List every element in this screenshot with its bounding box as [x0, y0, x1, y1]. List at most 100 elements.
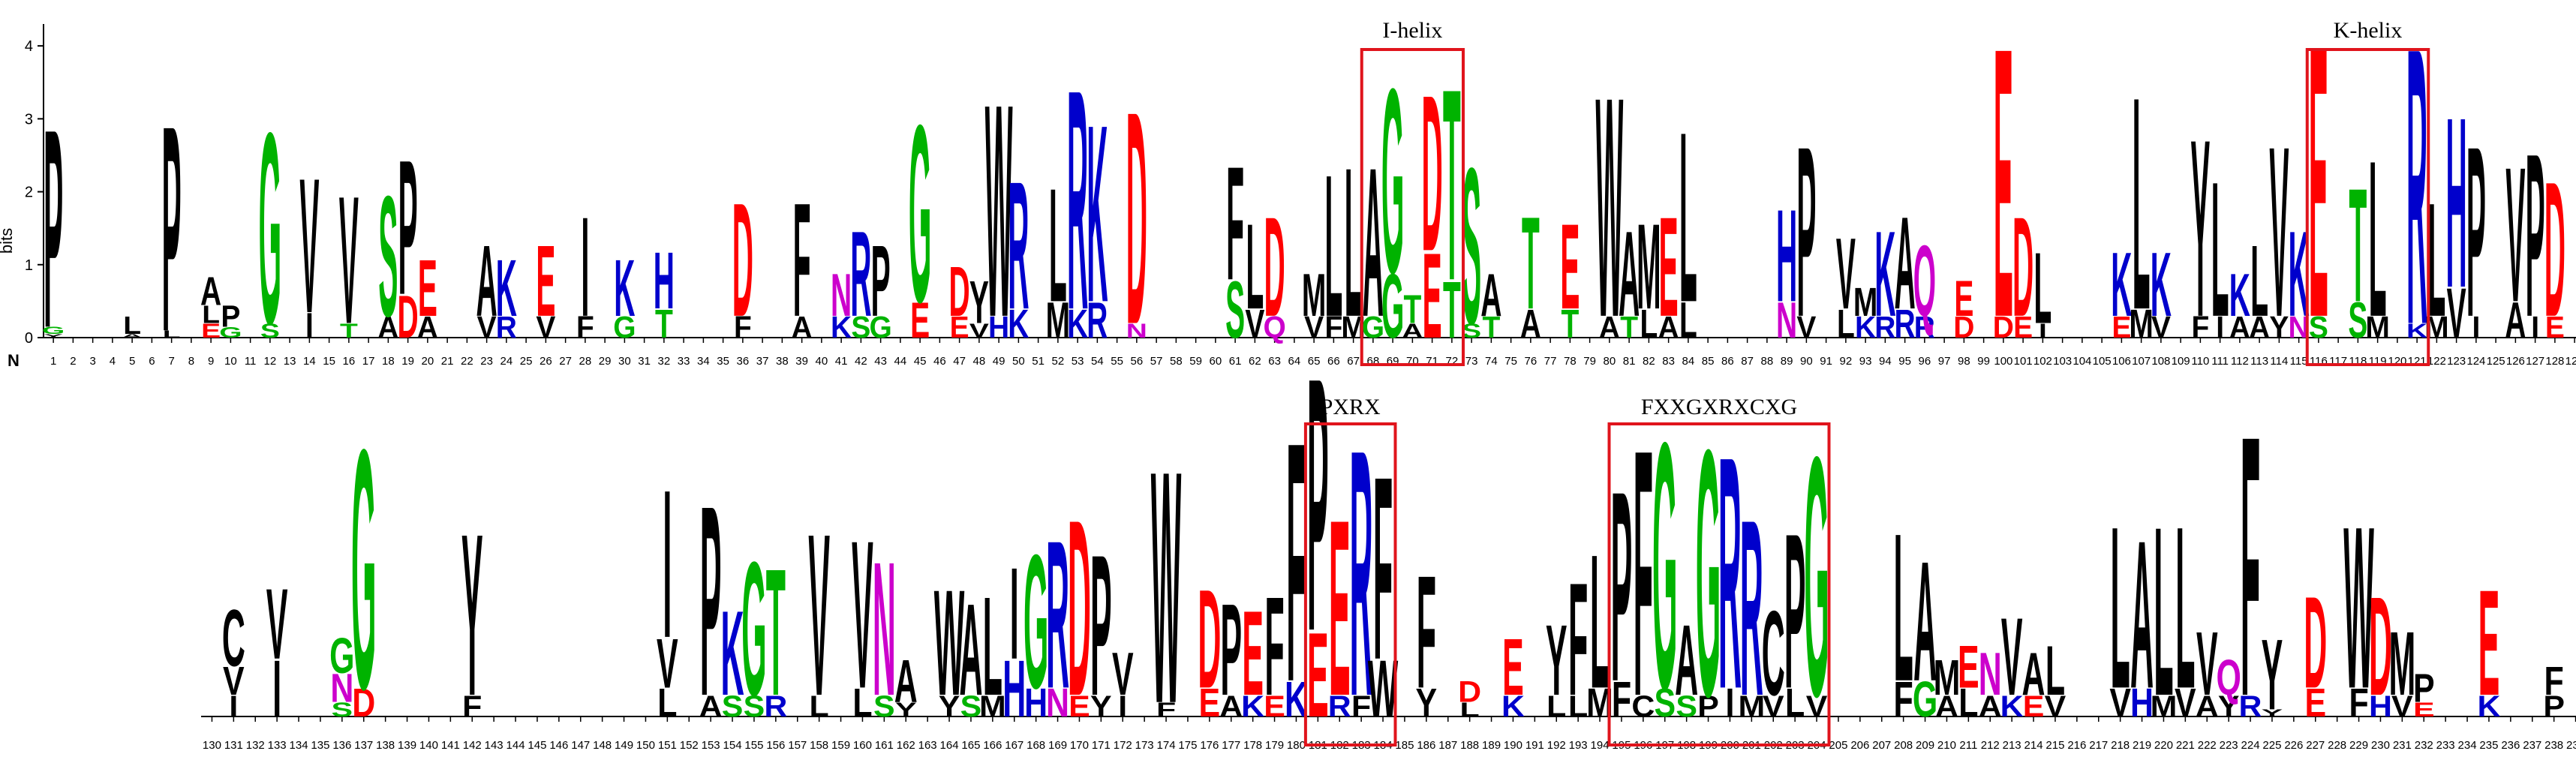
- x-tick-label: 232: [2415, 739, 2433, 752]
- logo-letter-I: I: [2531, 311, 2539, 344]
- x-tick-label: 142: [463, 739, 482, 752]
- x-tick-label: 147: [571, 739, 590, 752]
- x-tick-label: 188: [1460, 739, 1479, 752]
- motif-box: [1607, 422, 1831, 746]
- motif-box: [2305, 48, 2430, 366]
- x-tick-label: 106: [2112, 355, 2131, 368]
- x-tick-label: 78: [1564, 355, 1577, 368]
- logo-letter-Q: Q: [1913, 225, 1936, 338]
- logo-letter-F: F: [2349, 681, 2368, 726]
- x-tick-label: 66: [1327, 355, 1340, 368]
- logo-letter-D: D: [1198, 560, 1221, 718]
- logo-letter-V: V: [299, 138, 319, 353]
- logo-letter-K: K: [1241, 689, 1264, 722]
- logo-letter-E: E: [2023, 689, 2045, 722]
- logo-letter-Y: Y: [2269, 311, 2289, 344]
- x-tick-label: 231: [2393, 739, 2412, 752]
- logo-letter-P: P: [1220, 576, 1242, 722]
- logo-letter-S: S: [1462, 121, 1481, 370]
- x-tick-label: 13: [284, 355, 296, 368]
- logo-letter-L: L: [2045, 632, 2065, 710]
- logo-letter-L: L: [2175, 479, 2195, 737]
- x-tick-label: 49: [993, 355, 1005, 368]
- x-tick-label: 207: [1872, 739, 1891, 752]
- logo-letter-R: R: [850, 206, 871, 341]
- logo-letter-M: M: [1302, 261, 1326, 329]
- logo-letter-N: N: [831, 261, 852, 329]
- logo-letter-R: R: [1350, 376, 1373, 760]
- x-tick-label: 58: [1170, 355, 1183, 368]
- x-tick-label: 165: [961, 739, 980, 752]
- logo-letter-E: E: [950, 311, 969, 344]
- x-tick-label: 26: [540, 355, 552, 368]
- logo-letter-M: M: [1738, 689, 1765, 722]
- x-tick-label: 27: [559, 355, 572, 368]
- logo-letter-R: R: [2406, 0, 2427, 407]
- motif-box: [1360, 48, 1465, 366]
- x-tick-label: 228: [2328, 739, 2346, 752]
- logo-letter-D: D: [1264, 187, 1285, 346]
- logo-letter-Y: Y: [2218, 689, 2240, 722]
- logo-letter-D: D: [732, 169, 753, 350]
- logo-letter-L: L: [1246, 198, 1264, 334]
- x-tick-label: 214: [2024, 739, 2043, 752]
- logo-letter-G: G: [1381, 256, 1404, 358]
- x-tick-label: 163: [918, 739, 937, 752]
- logo-letter-K: K: [1008, 301, 1029, 347]
- x-tick-label: 65: [1308, 355, 1321, 368]
- logo-letter-L: L: [2111, 479, 2130, 737]
- logo-letter-K: K: [1501, 689, 1525, 722]
- x-tick-label: 3: [89, 355, 95, 368]
- logo-letter-M: M: [1637, 198, 1661, 334]
- logo-letter-D: D: [2012, 187, 2033, 346]
- motif-boxes: I-helix K-helix: [1360, 18, 2430, 366]
- x-tick-label: 151: [658, 739, 677, 752]
- logo-letter-E: E: [201, 320, 221, 343]
- logo-letter-W: W: [985, 41, 1013, 380]
- logo-letter-V: V: [657, 625, 678, 703]
- x-tick-label: 37: [756, 355, 769, 368]
- x-tick-label: 162: [897, 739, 915, 752]
- x-tick-label: 9: [208, 355, 214, 368]
- x-tick-label: 43: [874, 355, 887, 368]
- x-tick-label: 101: [2014, 355, 2033, 368]
- logo-letter-K: K: [2229, 261, 2250, 329]
- x-tick-label: 98: [1958, 355, 1970, 368]
- logo-letter-G: G: [42, 326, 65, 337]
- logo-letter-V: V: [2196, 614, 2218, 715]
- logo-letter-T: T: [1443, 266, 1461, 356]
- x-tick-label: 225: [2262, 739, 2281, 752]
- x-tick-label: 124: [2466, 355, 2485, 368]
- x-tick-label: 180: [1287, 739, 1306, 752]
- x-tick-label: 96: [1919, 355, 1931, 368]
- logo-letter-Y: Y: [2262, 707, 2283, 719]
- x-tick-label: 63: [1268, 355, 1281, 368]
- x-tick-label: 176: [1200, 739, 1219, 752]
- logo-letter-L: L: [123, 311, 141, 340]
- x-tick-label: 226: [2284, 739, 2303, 752]
- x-tick-label: 187: [1438, 739, 1457, 752]
- y-tick-label: 0: [25, 330, 33, 347]
- x-tick-label: 238: [2544, 739, 2563, 752]
- logo-letter-L: L: [1894, 489, 1913, 725]
- x-tick-label: 39: [795, 355, 808, 368]
- logo-letter-D: D: [352, 681, 375, 726]
- x-tick-label: 32: [658, 355, 671, 368]
- logo-letter-W: W: [1151, 402, 1182, 760]
- x-tick-label: 218: [2111, 739, 2130, 752]
- x-tick-label: 172: [1114, 739, 1132, 752]
- logo-letter-T: T: [655, 301, 673, 347]
- logo-letter-S: S: [851, 311, 870, 344]
- x-tick-label: 93: [1859, 355, 1872, 368]
- logo-letter-I: I: [2216, 311, 2224, 344]
- x-tick-label: 56: [1131, 355, 1144, 368]
- logo-letter-G: G: [1362, 311, 1384, 344]
- x-tick-label: 19: [401, 355, 414, 368]
- logo-letter-K: K: [1855, 311, 1876, 344]
- logo-letter-M: M: [2365, 311, 2389, 344]
- x-tick-label: 84: [1682, 355, 1695, 368]
- logo-letter-A: A: [1913, 526, 1937, 716]
- logo-letter-K: K: [614, 244, 635, 334]
- logo-letter-I: I: [1010, 540, 1019, 686]
- logo-letter-G: G: [1381, 34, 1404, 328]
